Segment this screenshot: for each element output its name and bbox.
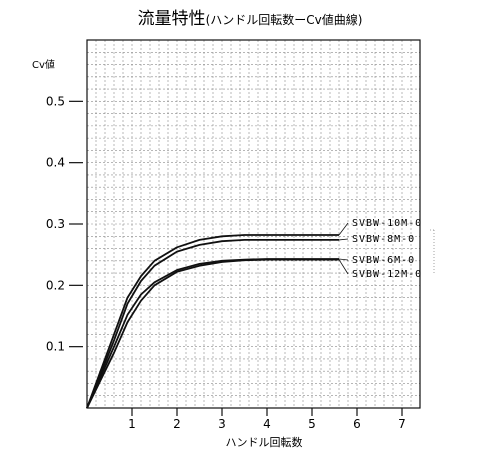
chart-title: 流量特性 [138,9,206,29]
curve-svbw-10m-0 [86,234,339,409]
legend-leader-line [338,259,349,275]
plot-frame [86,39,421,409]
x-tick-label: 5 [308,417,316,431]
legend-leader-line [338,222,349,236]
grid [87,40,420,408]
y-tick-label: 0.3 [46,217,65,231]
x-tick-label: 1 [128,417,136,431]
legend-label-svbw-6m-0: SVBW-6M-0 [352,255,415,266]
legend-label-svbw-8m-0: SVBW-8M-0 [352,234,415,245]
legend-label-svbw-10m-0: SVBW-10M-0 [352,218,422,229]
curve-svbw-12m-0 [86,258,339,409]
y-axis-ticks: 0.1 0.2 0.3 0.4 0.5 [46,94,83,354]
x-tick-label: 2 [173,417,181,431]
curves [86,234,339,409]
legend-leader-line [338,238,349,241]
legend-label-svbw-12m-0: SVBW-12M-0 [352,269,422,280]
x-tick-label: 3 [218,417,226,431]
x-tick-label: 7 [398,417,406,431]
y-tick-label: 0.1 [46,340,65,354]
y-axis-label: Cv値 [32,58,55,71]
x-tick-label: 6 [353,417,361,431]
chart-title-line: 流量特性(ハンドル回転数ーCv値曲線) [138,9,363,29]
legend: SVBW-10M-0 SVBW-8M-0 SVBW-6M-0 SVBW-12M-0 [338,218,435,280]
chart-subtitle: (ハンドル回転数ーCv値曲線) [206,12,363,27]
y-tick-label: 0.4 [46,156,65,170]
curve-svbw-8m-0 [86,238,339,409]
x-axis-ticks: 1 2 3 4 5 6 7 [128,408,406,431]
y-tick-label: 0.2 [46,278,65,292]
x-axis-label: ハンドル回転数 [226,436,303,449]
legend-leader-line [338,258,349,261]
x-tick-label: 4 [263,417,271,431]
y-tick-label: 0.5 [46,94,65,108]
